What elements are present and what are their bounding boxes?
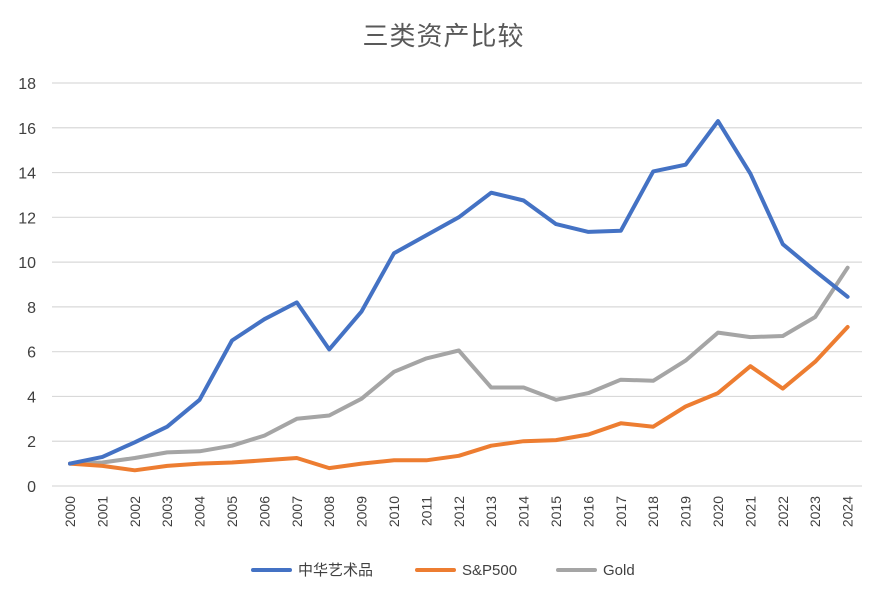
legend-item-1: S&P500 xyxy=(415,562,517,579)
y-tick-label: 12 xyxy=(18,210,36,227)
chart-title: 三类资产比较 xyxy=(362,22,525,52)
x-tick-label: 2002 xyxy=(127,496,143,527)
series-line-1 xyxy=(68,325,850,473)
y-tick-label: 18 xyxy=(18,76,36,93)
x-tick-label: 2011 xyxy=(418,496,434,526)
x-tick-label: 2022 xyxy=(775,496,791,527)
legend-label: 中华艺术品 xyxy=(298,562,373,579)
x-tick-label: 2018 xyxy=(645,496,661,527)
legend-item-2: Gold xyxy=(556,562,635,579)
legend-label: S&P500 xyxy=(462,562,517,579)
series-line-2 xyxy=(68,265,850,466)
series-line-0 xyxy=(68,119,850,466)
x-tick-label: 2021 xyxy=(742,496,758,527)
gridlines xyxy=(52,82,862,487)
x-tick-label: 2006 xyxy=(256,496,272,527)
x-tick-label: 2016 xyxy=(580,496,596,527)
x-tick-label: 2010 xyxy=(386,496,402,527)
legend: 中华艺术品 S&P500 Gold xyxy=(251,562,635,579)
x-tick-label: 2001 xyxy=(94,496,110,527)
legend-label: Gold xyxy=(603,562,635,579)
y-axis-ticks: 0 2 4 6 8 10 12 14 16 18 xyxy=(18,76,36,496)
y-tick-label: 0 xyxy=(27,479,36,496)
y-tick-label: 2 xyxy=(27,434,36,451)
x-tick-label: 2023 xyxy=(807,496,823,527)
x-tick-label: 2003 xyxy=(159,496,175,527)
y-tick-label: 4 xyxy=(27,389,36,406)
y-tick-label: 10 xyxy=(18,255,36,272)
x-tick-label: 2017 xyxy=(613,496,629,527)
y-tick-label: 6 xyxy=(27,345,36,362)
x-tick-label: 2013 xyxy=(483,496,499,527)
x-tick-label: 2000 xyxy=(62,496,78,527)
x-tick-label: 2004 xyxy=(192,496,208,527)
y-tick-label: 8 xyxy=(27,300,36,317)
x-tick-label: 2014 xyxy=(516,496,532,527)
x-tick-label: 2008 xyxy=(321,496,337,527)
x-tick-label: 2009 xyxy=(354,496,370,527)
y-tick-label: 16 xyxy=(18,121,36,138)
x-tick-label: 2020 xyxy=(710,496,726,527)
x-tick-label: 2005 xyxy=(224,496,240,527)
x-tick-label: 2024 xyxy=(840,496,856,527)
x-tick-label: 2012 xyxy=(451,496,467,527)
y-tick-label: 14 xyxy=(18,166,36,183)
x-axis-ticks: 2000 2001 2002 2003 2004 2005 2006 2007 2008 2009… xyxy=(62,496,856,527)
x-tick-label: 2015 xyxy=(548,496,564,527)
series-lines xyxy=(68,119,850,473)
x-tick-label: 2007 xyxy=(289,496,305,527)
legend-item-0: 中华艺术品 xyxy=(251,562,373,579)
x-tick-label: 2019 xyxy=(678,496,694,527)
